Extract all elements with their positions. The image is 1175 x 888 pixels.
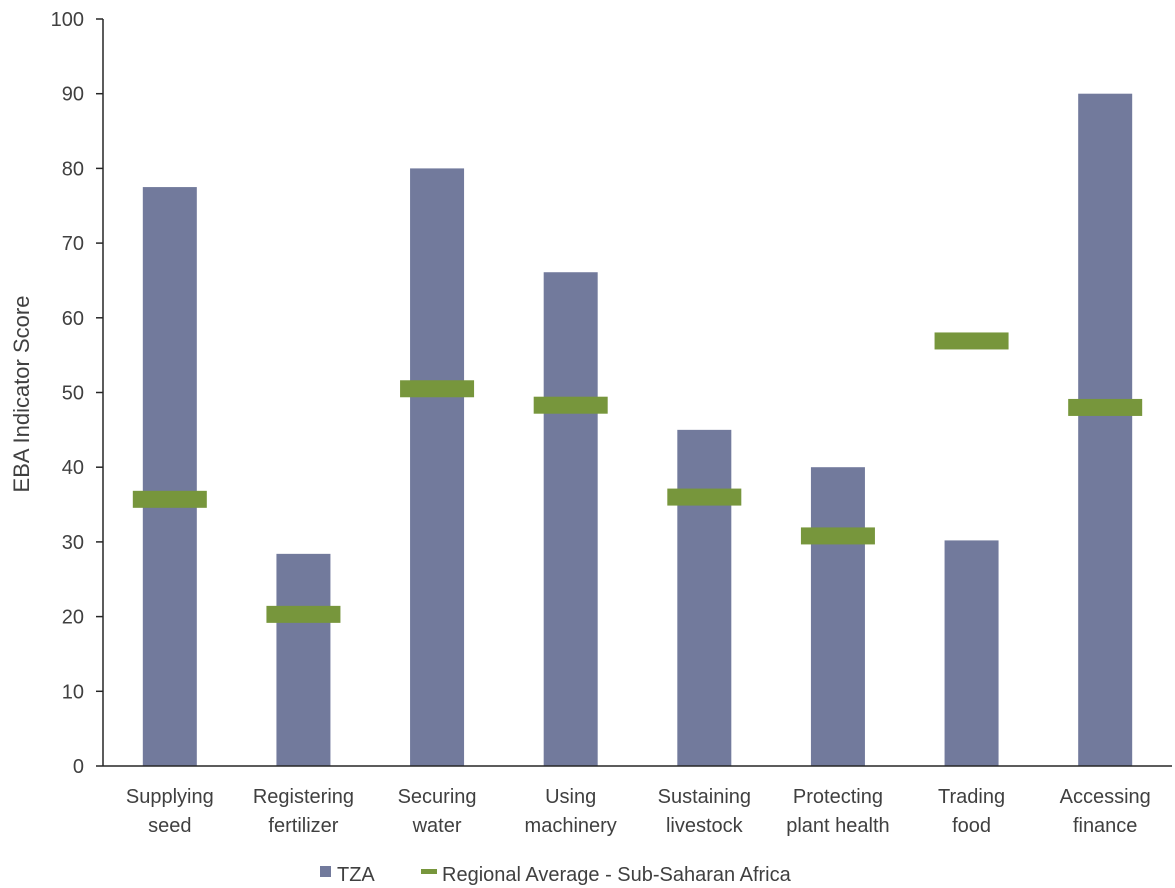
marker-regional-average bbox=[800, 527, 875, 545]
x-tick-label: machinery bbox=[525, 815, 617, 837]
bar-tza bbox=[810, 467, 865, 766]
y-tick-label: 0 bbox=[73, 756, 84, 778]
bar-tza bbox=[677, 429, 732, 766]
x-tick-label: Protecting bbox=[793, 786, 883, 808]
y-axis-ticks: 0 10 20 30 40 50 60 70 80 90 100 bbox=[51, 9, 103, 778]
legend-swatch-tza bbox=[320, 866, 331, 877]
x-tick-label: food bbox=[952, 815, 991, 837]
x-tick-label: Sustaining bbox=[658, 786, 751, 808]
marker-regional-average bbox=[533, 396, 608, 414]
x-tick-label: livestock bbox=[666, 815, 744, 837]
marker-regional-average bbox=[400, 380, 475, 398]
y-tick-label: 40 bbox=[62, 457, 84, 479]
y-tick-label: 60 bbox=[62, 308, 84, 330]
y-tick-label: 100 bbox=[51, 9, 84, 31]
y-tick-label: 30 bbox=[62, 532, 84, 554]
x-tick-label: finance bbox=[1073, 815, 1138, 837]
bar-tza bbox=[276, 553, 331, 766]
bar-tza bbox=[1078, 93, 1133, 766]
y-tick-label: 20 bbox=[62, 607, 84, 629]
x-tick-label: water bbox=[412, 815, 462, 837]
bar-tza bbox=[142, 187, 197, 766]
legend-label-tza: TZA bbox=[337, 864, 375, 886]
marker-regional-average bbox=[1068, 398, 1143, 416]
y-tick-label: 70 bbox=[62, 233, 84, 255]
y-tick-label: 90 bbox=[62, 84, 84, 106]
y-tick-label: 50 bbox=[62, 383, 84, 405]
x-tick-label: Trading bbox=[938, 786, 1005, 808]
x-axis-labels: Supplying seed Registering fertilizer Securi… bbox=[126, 786, 1151, 837]
x-tick-label: Registering bbox=[253, 786, 354, 808]
x-tick-label: Supplying bbox=[126, 786, 214, 808]
bar-tza bbox=[410, 168, 465, 766]
y-tick-label: 80 bbox=[62, 158, 84, 180]
marker-regional-average bbox=[132, 490, 207, 508]
x-tick-label: plant health bbox=[786, 815, 889, 837]
bar-tza bbox=[944, 540, 999, 766]
marker-regional-average bbox=[667, 488, 742, 506]
x-tick-label: fertilizer bbox=[268, 815, 338, 837]
legend-swatch-regional-average bbox=[421, 869, 437, 874]
y-axis-label: EBA Indicator Score bbox=[9, 296, 34, 493]
x-tick-label: Securing bbox=[398, 786, 477, 808]
tza-bars bbox=[142, 93, 1133, 766]
x-tick-label: Accessing bbox=[1060, 786, 1151, 808]
regional-average-markers bbox=[132, 332, 1143, 623]
bar-tza bbox=[543, 272, 598, 766]
legend-label-regional-average: Regional Average - Sub-Saharan Africa bbox=[442, 864, 792, 886]
y-tick-label: 10 bbox=[62, 681, 84, 703]
x-tick-label: Using bbox=[545, 786, 596, 808]
marker-regional-average bbox=[934, 332, 1009, 350]
legend: TZA Regional Average - Sub-Saharan Afric… bbox=[320, 864, 792, 886]
marker-regional-average bbox=[266, 605, 341, 623]
x-tick-label: seed bbox=[148, 815, 191, 837]
